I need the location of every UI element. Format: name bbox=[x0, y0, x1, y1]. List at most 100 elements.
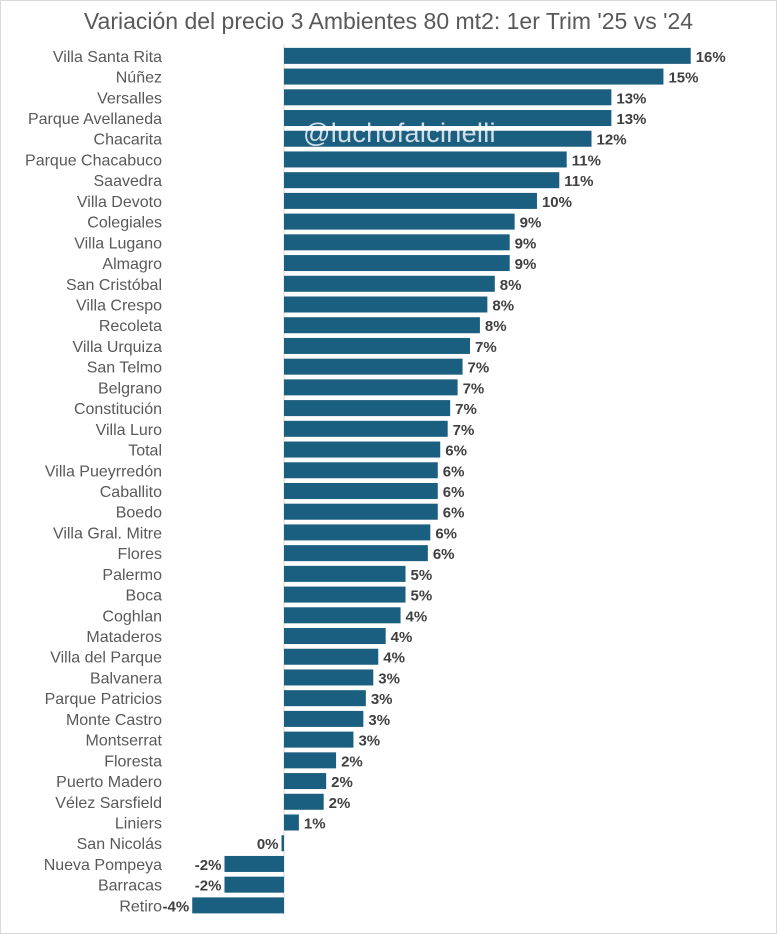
category-label: Villa del Parque bbox=[50, 650, 162, 667]
bar bbox=[284, 628, 386, 645]
value-label: 4% bbox=[406, 608, 428, 625]
value-label: 13% bbox=[616, 90, 646, 107]
value-label: 2% bbox=[341, 753, 363, 770]
value-label: 9% bbox=[515, 256, 537, 273]
category-label: Mataderos bbox=[86, 629, 162, 646]
category-label: Villa Urquiza bbox=[72, 339, 162, 356]
category-label: Parque Patricios bbox=[45, 691, 162, 708]
category-label: Liniers bbox=[115, 816, 162, 833]
bar bbox=[281, 835, 284, 852]
bar bbox=[284, 607, 401, 624]
value-label: 3% bbox=[371, 691, 393, 708]
value-label: 7% bbox=[455, 401, 477, 418]
value-label: 3% bbox=[358, 733, 380, 750]
value-label: 7% bbox=[468, 360, 490, 377]
bar bbox=[284, 545, 428, 562]
value-label: 4% bbox=[383, 650, 405, 667]
value-label: -2% bbox=[195, 878, 222, 895]
bar bbox=[284, 586, 406, 603]
category-label: Versalles bbox=[97, 90, 162, 107]
bar bbox=[284, 441, 441, 458]
category-label: Boedo bbox=[116, 505, 162, 522]
category-label: Villa Luro bbox=[96, 422, 163, 439]
value-label: -2% bbox=[195, 857, 222, 874]
category-label: Monte Castro bbox=[66, 712, 162, 729]
bar bbox=[284, 275, 495, 292]
category-label: Boca bbox=[126, 588, 163, 605]
value-label: 6% bbox=[435, 525, 457, 542]
bar bbox=[284, 337, 470, 354]
value-label: 6% bbox=[443, 505, 465, 522]
value-label: 3% bbox=[368, 712, 390, 729]
value-label: 6% bbox=[433, 546, 455, 563]
value-label: 5% bbox=[411, 567, 433, 584]
value-label: 13% bbox=[616, 111, 646, 128]
bar bbox=[284, 814, 299, 831]
bar bbox=[224, 855, 284, 872]
value-label: 6% bbox=[443, 463, 465, 480]
category-label: Coghlan bbox=[102, 608, 162, 625]
bar bbox=[284, 89, 612, 106]
category-label: Núñez bbox=[116, 70, 162, 87]
bar bbox=[284, 482, 438, 499]
bar bbox=[284, 793, 324, 810]
bar bbox=[284, 68, 664, 85]
category-label: Saavedra bbox=[94, 173, 163, 190]
bar bbox=[284, 400, 451, 417]
value-label: 7% bbox=[475, 339, 497, 356]
value-label: 5% bbox=[411, 588, 433, 605]
bar bbox=[284, 773, 327, 790]
value-label: -4% bbox=[163, 898, 190, 915]
value-label: 11% bbox=[572, 152, 601, 169]
value-label: 0% bbox=[257, 836, 279, 853]
category-label: Parque Avellaneda bbox=[28, 111, 162, 128]
bar bbox=[284, 317, 480, 334]
bar bbox=[284, 565, 406, 582]
bar bbox=[284, 296, 488, 313]
value-label: 6% bbox=[445, 443, 467, 460]
value-label: 12% bbox=[597, 132, 627, 149]
category-label: Villa Pueyrredón bbox=[45, 463, 162, 480]
bar bbox=[284, 503, 438, 520]
value-label: 9% bbox=[515, 235, 537, 252]
category-label: Balvanera bbox=[90, 670, 162, 687]
category-label: Retiro bbox=[119, 898, 162, 915]
value-label: 9% bbox=[520, 215, 542, 232]
category-label: Total bbox=[128, 443, 162, 460]
value-label: 4% bbox=[391, 629, 413, 646]
bar bbox=[224, 876, 284, 893]
bar bbox=[284, 462, 438, 479]
bar bbox=[284, 648, 379, 665]
category-label: San Nicolás bbox=[77, 836, 162, 853]
bar bbox=[284, 420, 448, 437]
bar bbox=[284, 213, 515, 230]
category-label: Villa Devoto bbox=[77, 194, 162, 211]
category-label: Villa Santa Rita bbox=[53, 49, 162, 66]
bar bbox=[284, 151, 567, 168]
value-label: 10% bbox=[542, 194, 572, 211]
bar bbox=[284, 172, 560, 189]
category-label: San Cristóbal bbox=[66, 277, 162, 294]
value-label: 8% bbox=[492, 298, 514, 315]
category-label: Puerto Madero bbox=[56, 774, 162, 791]
category-label: Flores bbox=[118, 546, 162, 563]
chart-title: Variación del precio 3 Ambientes 80 mt2:… bbox=[83, 8, 694, 34]
category-label: Constitución bbox=[74, 401, 162, 418]
category-label: Palermo bbox=[102, 567, 162, 584]
category-label: Floresta bbox=[104, 753, 162, 770]
category-label: Villa Crespo bbox=[76, 298, 162, 315]
value-label: 7% bbox=[453, 422, 475, 439]
category-label: Caballito bbox=[100, 484, 162, 501]
category-label: Villa Lugano bbox=[74, 235, 162, 252]
category-label: Chacarita bbox=[94, 132, 163, 149]
value-label: 2% bbox=[331, 774, 353, 791]
bar bbox=[284, 690, 366, 707]
category-label: Belgrano bbox=[98, 380, 162, 397]
category-label: Vélez Sarsfield bbox=[55, 795, 162, 812]
bar bbox=[192, 897, 284, 914]
category-label: Parque Chacabuco bbox=[25, 152, 162, 169]
value-label: 7% bbox=[463, 380, 485, 397]
watermark-text: @luchofalcinelli bbox=[303, 118, 496, 148]
category-label: Barracas bbox=[98, 878, 162, 895]
